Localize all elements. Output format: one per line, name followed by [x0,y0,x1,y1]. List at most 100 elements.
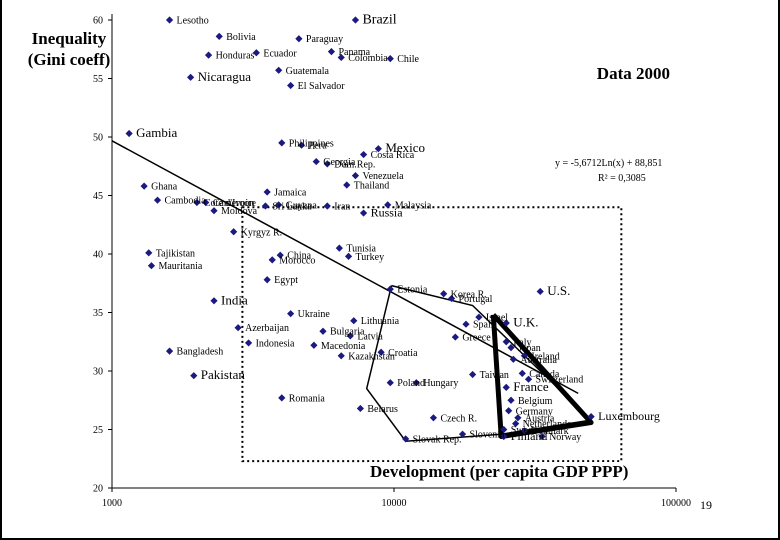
data-point [502,383,510,391]
data-point-label: Bangladesh [177,347,224,358]
data-point-label: Latvia [357,331,383,342]
data-point-label: Philippines [289,138,334,149]
data-point [538,432,546,441]
data-point [263,188,271,196]
data-point-label: Cote d'Ivoire [204,198,257,209]
y-tick-label: 55 [93,74,103,85]
data-point [204,51,213,59]
data-point [337,53,345,62]
data-point-label: Hungary [423,378,458,389]
y-tick-label: 40 [93,250,103,261]
data-point [215,32,223,40]
data-point-label: Denmark [531,426,568,437]
data-point [210,297,218,305]
data-point [509,355,517,363]
y-tick-label: 20 [93,484,103,495]
data-point [234,324,242,332]
data-point [451,333,459,341]
data-point [244,339,253,347]
data-point-label: Jamaica [274,187,307,198]
data-point-label: Thailand [354,180,390,191]
data-point [412,379,420,387]
data-point [252,49,260,57]
data-point [125,129,133,138]
data-point [165,16,174,24]
data-point [502,338,510,346]
data-point-label: Luxembourg [598,409,660,423]
regression-r2: R² = 0,3085 [598,173,646,184]
y-tick-label: 45 [93,191,103,202]
data-point [287,310,295,318]
data-point [343,181,351,189]
data-point [193,198,201,207]
data-point-label: Mexico [385,140,425,155]
data-point [351,16,360,24]
data-point-label: Iran [334,202,350,213]
data-point-label: Honduras [216,51,255,62]
data-point-label: Malaysia [395,200,432,211]
data-point [500,425,508,434]
data-point [520,352,528,360]
data-point-label: Dom.Rep. [334,159,375,170]
data-point-label: Gambia [136,125,177,140]
point-labels-layer: Lesotho Brazil Bolivia Paraguay Honduras Ecua… [136,13,660,446]
data-point-label: Tunisia [346,244,376,255]
data-point [359,209,368,217]
data-point [287,81,295,90]
data-point [377,348,385,356]
data-point [202,198,210,207]
data-point-label: Switzerland [536,375,584,386]
data-point-label: Moldova [221,206,258,217]
data-point-label: Ecuador [263,48,297,59]
y-tick-label: 30 [93,367,103,378]
data-point [374,145,382,153]
data-point [230,228,238,236]
data-point-label: Taiwan [480,370,509,381]
data-point-label: Tajikistan [156,248,195,259]
data-point-label: Finland [511,429,548,443]
data-point-label: Sri Lanka [272,202,312,213]
data-point [276,251,284,259]
data-point [165,347,174,355]
y-tick-label: 50 [93,133,103,144]
y-tick-label: 35 [93,308,103,319]
data-point [145,249,153,257]
data-point-label: Ukraine [298,309,331,320]
data-point-label: Croatia [388,348,418,359]
data-point-label: Ghana [151,182,178,193]
data-point [469,370,477,379]
data-point [323,202,331,210]
data-point-label: Spain [473,320,496,331]
data-point [384,201,392,209]
data-point [386,285,394,293]
data-point-label: Bulgaria [330,327,365,338]
data-point [462,320,470,328]
data-point [275,201,283,209]
data-point-label: Lesotho [177,16,209,27]
data-point-label: Nicaragua [198,69,252,84]
data-point-label: Kyrgyz R. [241,227,282,238]
regression-formula: y = -5,6712Ln(x) + 88,851 [555,158,663,169]
data-point-label: U.K. [513,315,538,330]
data-point-label: Greece [462,333,491,344]
thin-outline [365,284,593,442]
data-point-label: Belarus [367,404,398,415]
data-point [187,73,195,81]
data-point [278,139,286,147]
points-layer [125,16,595,443]
data-point [147,262,156,270]
data-point-label: Italy [513,337,531,348]
data-point [386,55,394,63]
data-point [190,372,198,380]
thick-outline [490,313,594,439]
x-axis-title: Development (per capita GDP PPP) [368,462,631,482]
data-point-label: Morocco [279,255,315,266]
data-point-label: Australia [520,355,557,366]
data-point-label: Paraguay [306,34,343,45]
data-point [500,432,508,441]
data-point-label: Colombia [348,53,388,64]
data-point [359,150,368,159]
data-point [261,202,270,210]
data-point [312,157,320,166]
